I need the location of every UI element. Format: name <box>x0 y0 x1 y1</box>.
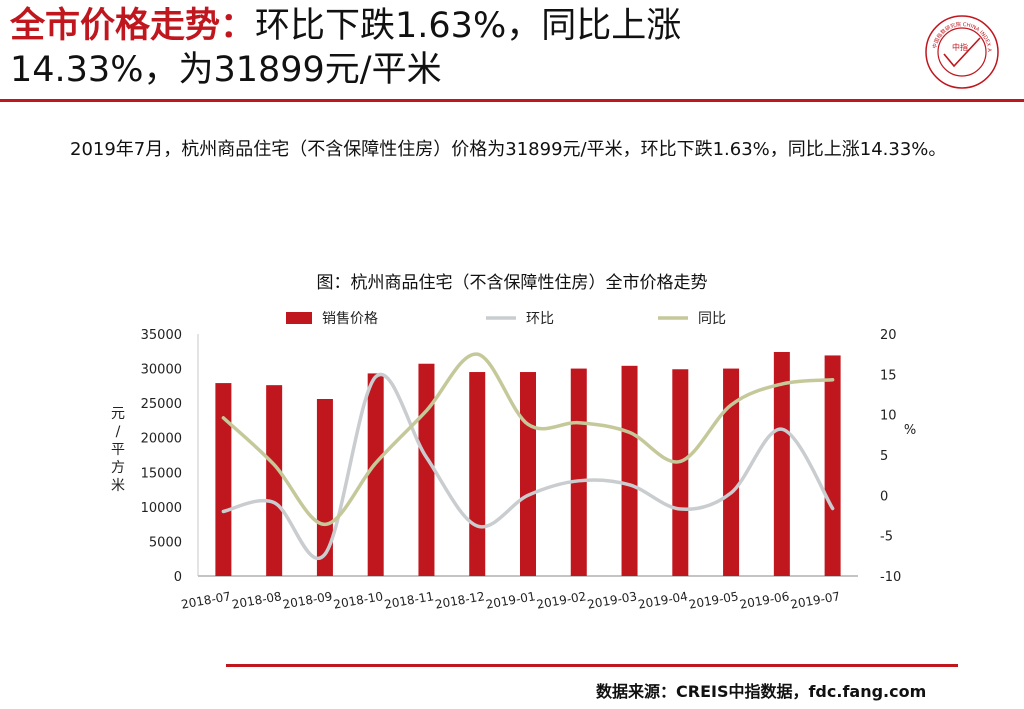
title-keyword: 全市价格走势： <box>10 6 256 46</box>
y-right-tick-label: -5 <box>880 530 893 545</box>
y-right-axis-label: % <box>904 423 916 438</box>
y-left-axis-label-char: 方 <box>111 460 125 476</box>
y-left-tick-label: 35000 <box>141 328 182 343</box>
line-series-yoy <box>221 352 835 527</box>
x-tick-label: 2019-04 <box>637 589 689 611</box>
title-line-2: 14.33%，为31899元/平米 <box>10 50 442 90</box>
line-series-mom <box>221 372 835 560</box>
y-left-axis-label-char: / <box>116 424 121 440</box>
bar-2019-06 <box>773 351 790 576</box>
y-right-tick-label: 10 <box>880 409 897 424</box>
x-tick-label: 2019-05 <box>688 589 740 611</box>
x-tick-label: 2018-07 <box>180 589 232 611</box>
bar-2018-07 <box>215 383 232 576</box>
x-tick-label: 2018-11 <box>383 589 435 611</box>
y-left-tick-label: 5000 <box>149 535 182 550</box>
page-title: 全市价格走势：环比下跌1.63%，同比上涨 14.33%，为31899元/平米 <box>10 4 890 92</box>
title-line-1: 全市价格走势：环比下跌1.63%，同比上涨 <box>10 4 890 48</box>
title-headline: 环比下跌1.63%，同比上涨 <box>255 6 682 46</box>
x-tick-label: 2018-08 <box>231 589 283 611</box>
x-tick-label: 2018-09 <box>282 589 334 611</box>
y-right-tick-label: 15 <box>880 368 897 383</box>
y-left-axis-label-char: 平 <box>111 442 125 458</box>
bar-2018-12 <box>469 372 486 576</box>
bar-2019-02 <box>570 368 587 576</box>
x-tick-label: 2019-01 <box>485 589 537 611</box>
y-left-tick-label: 30000 <box>141 363 182 378</box>
price-trend-chart: 0 5000 10000 15000 20000 25000 30000 35000 -10 -5… <box>111 311 916 612</box>
y-left-tick-label: 20000 <box>141 432 182 447</box>
y-left-tick-label: 15000 <box>141 466 182 481</box>
title-divider <box>0 99 1024 102</box>
data-source: 数据来源：CREIS中指数据，fdc.fang.com <box>596 682 927 701</box>
bar-2019-07 <box>824 355 841 576</box>
y-right-tick-label: -10 <box>880 570 901 585</box>
y-left-axis-label-char: 米 <box>111 478 125 494</box>
bar-2019-03 <box>621 365 638 576</box>
y-left-tick-label: 10000 <box>141 501 182 516</box>
x-tick-label: 2019-07 <box>789 589 841 611</box>
x-tick-label: 2019-02 <box>535 589 587 611</box>
y-right-tick-label: 0 <box>880 489 888 504</box>
bar-2019-01 <box>520 372 536 576</box>
y-right-tick-label: 5 <box>880 449 888 464</box>
svg-text:中指: 中指 <box>952 42 968 52</box>
y-left-tick-label: 25000 <box>141 397 182 412</box>
x-tick-label: 2018-12 <box>434 589 486 611</box>
legend-label-1: 环比 <box>526 311 554 327</box>
china-index-academy-logo: 中指 中国指数研究院 CHINA INDEX ACADEMY <box>924 14 999 89</box>
bar-2018-10 <box>367 373 384 576</box>
summary-paragraph: 2019年7月，杭州商品住宅（不含保障性住房）价格为31899元/平米，环比下跌… <box>70 139 947 160</box>
bar-2018-09 <box>316 398 333 576</box>
bar-2018-08 <box>266 385 283 576</box>
legend-label-0: 销售价格 <box>322 311 378 327</box>
chart-title: 图：杭州商品住宅（不含保障性住房）全市价格走势 <box>316 273 708 293</box>
y-left-tick-label: 0 <box>174 570 182 585</box>
x-tick-label: 2018-10 <box>332 589 384 611</box>
x-tick-label: 2019-03 <box>586 589 638 611</box>
bar-2018-11 <box>418 363 435 576</box>
x-tick-label: 2019-06 <box>739 589 791 611</box>
bar-2019-05 <box>723 368 740 576</box>
legend-swatch-0 <box>286 312 312 324</box>
bar-2019-04 <box>672 369 689 576</box>
y-left-axis-label-char: 元 <box>111 406 125 422</box>
legend-label-2: 同比 <box>698 311 726 327</box>
footer-divider <box>226 664 958 667</box>
y-right-tick-label: 20 <box>880 328 897 343</box>
